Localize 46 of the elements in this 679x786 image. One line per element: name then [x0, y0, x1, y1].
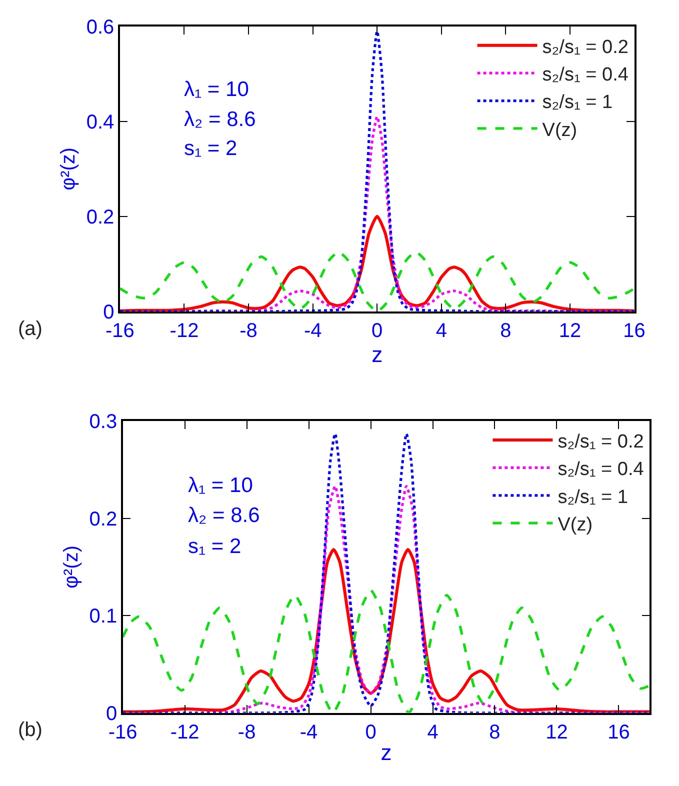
x-tick-label: -4 — [304, 320, 322, 342]
x-tick-label: -8 — [238, 722, 256, 744]
annotation: s₁ = 2 — [188, 535, 242, 558]
x-tick-label: 8 — [500, 320, 512, 342]
annotation: λ₁ = 10 — [188, 474, 253, 497]
line-series — [120, 30, 634, 312]
annotation: λ₁ = 10 — [184, 78, 249, 101]
line-series — [120, 250, 634, 312]
y-tick-label: 0.6 — [86, 16, 114, 39]
line-series — [122, 432, 650, 713]
x-tick-label: 8 — [489, 722, 500, 744]
x-tick-label: 12 — [546, 722, 568, 744]
x-axis-title: z — [380, 740, 392, 765]
x-tick-label: 4 — [427, 722, 438, 744]
annotation: λ₂ = 8.6 — [188, 504, 260, 527]
legend-label: s₂/s₁ = 1 — [542, 92, 613, 114]
legend-label: s₂/s₁ = 0.2 — [542, 36, 628, 58]
y-axis-title: φ²(z) — [60, 545, 82, 588]
line-series — [122, 588, 650, 713]
text: (a) — [18, 318, 42, 340]
x-axis-title: z — [372, 342, 383, 368]
legend-label: V(z) — [542, 120, 578, 141]
x-tick-label: 16 — [608, 722, 630, 744]
x-tick-label: -8 — [240, 320, 258, 342]
y-tick-label: 0.4 — [86, 111, 114, 134]
legend-label: s₂/s₁ = 0.2 — [558, 431, 644, 452]
annotation: s₁ = 2 — [184, 137, 238, 160]
annotation: λ₂ = 8.6 — [184, 108, 256, 131]
y-tick-label: 0.2 — [89, 508, 118, 530]
y-tick-label: 0.3 — [89, 411, 118, 434]
text: (b) — [18, 719, 42, 741]
x-tick-label: 4 — [436, 320, 447, 342]
legend-label: V(z) — [558, 514, 593, 536]
x-tick-label: 0 — [372, 320, 383, 342]
y-tick-label: 0.1 — [89, 606, 118, 628]
legend-label: s₂/s₁ = 1 — [558, 486, 628, 508]
y-tick-label: 0.2 — [86, 206, 114, 228]
x-tick-label: -4 — [300, 722, 318, 744]
legend-label: s₂/s₁ = 0.4 — [558, 459, 644, 480]
y-axis-title: φ²(z) — [57, 147, 80, 190]
x-tick-label: -12 — [170, 722, 200, 744]
x-tick-label: 12 — [558, 320, 582, 342]
x-tick-label: 16 — [623, 320, 646, 342]
legend-label: s₂/s₁ = 0.4 — [542, 64, 629, 86]
x-tick-label: 0 — [365, 722, 376, 744]
x-tick-label: -12 — [170, 320, 199, 342]
